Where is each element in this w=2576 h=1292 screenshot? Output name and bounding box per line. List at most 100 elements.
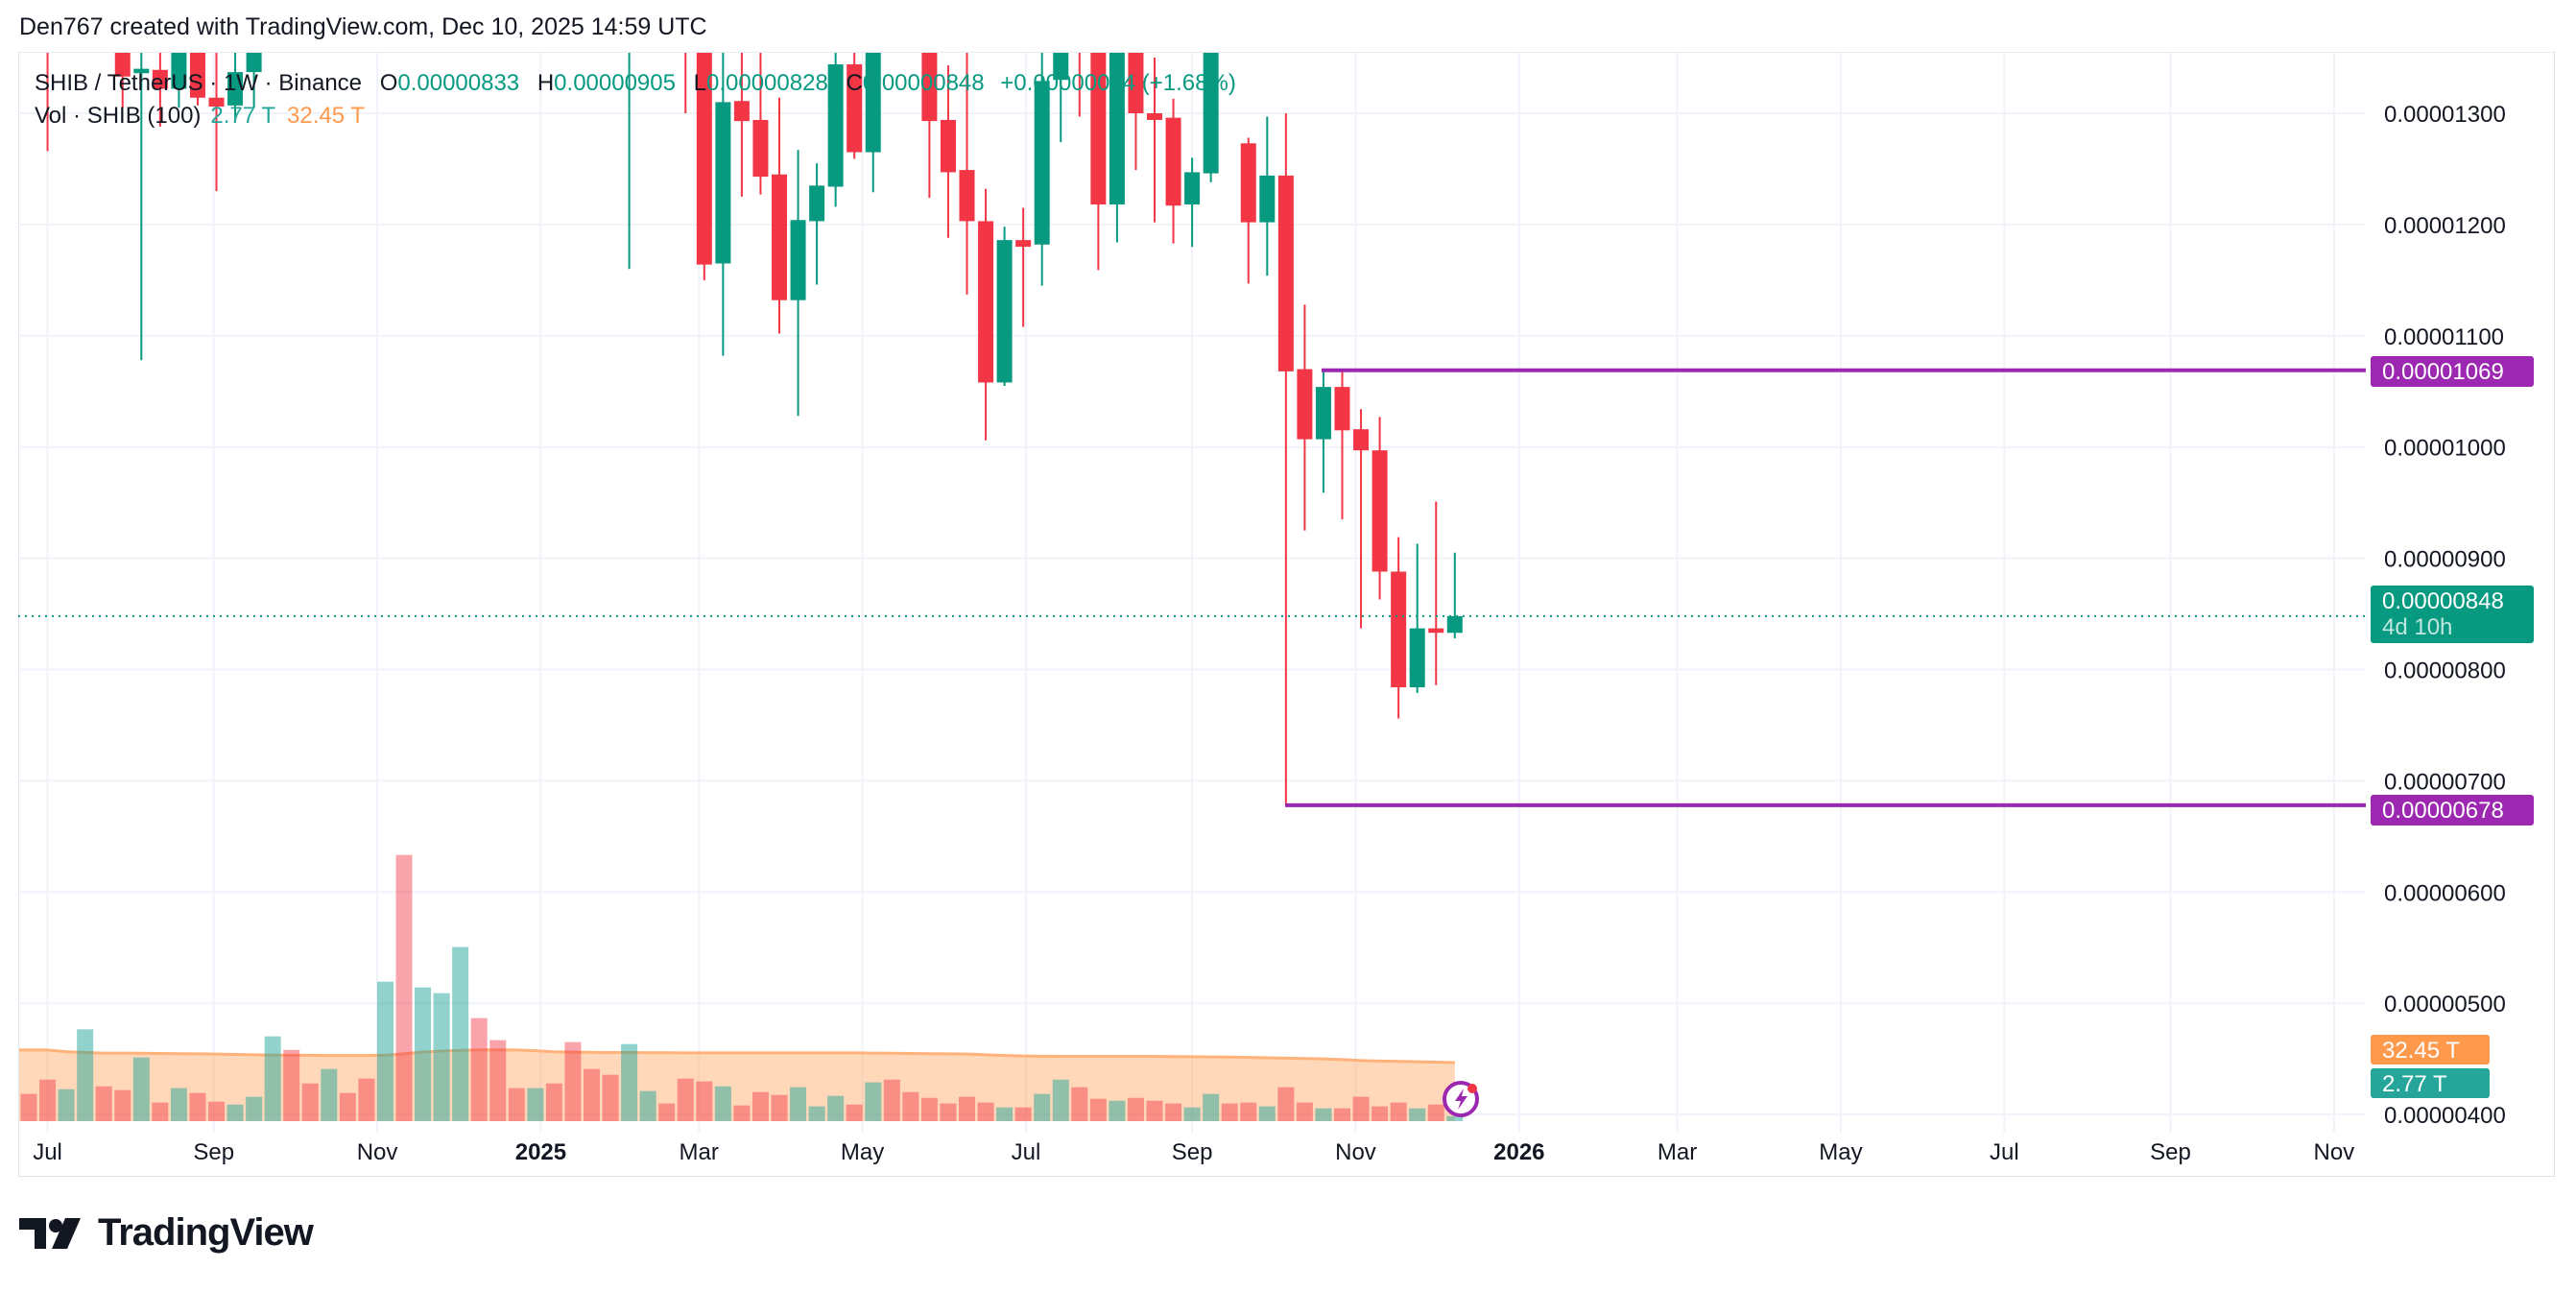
candle-body [1240,143,1256,223]
volume-bar [415,987,432,1121]
volume-bar [1183,1107,1201,1121]
candle-body [1053,53,1069,81]
volume-bar [1127,1097,1144,1121]
volume-bar [677,1078,694,1121]
volume-bar [339,1092,356,1121]
volume-bar [1240,1102,1257,1121]
candle-body [1109,53,1125,205]
lightning-icon[interactable] [1443,1081,1479,1117]
last-price: 0.00000848 [2382,588,2504,614]
candles [46,53,1463,805]
volume-bar [208,1101,225,1121]
candle-body [171,53,187,89]
price-axis-label: 0.00001200 [2384,213,2506,239]
candle-body [1371,450,1388,572]
volume-bar [564,1041,582,1121]
volume-bar [658,1103,676,1121]
legend-volume-row: Vol · SHIB (100) 2.77 T 32.45 T [35,100,1236,132]
open-value: 0.00000833 [397,70,520,96]
volume-bar [1315,1108,1332,1121]
volume-bar [189,1092,206,1121]
volume-bar [602,1074,619,1121]
candle-body [1409,628,1425,688]
candle-body [1277,175,1294,371]
candle-body [133,68,150,74]
volume-ma-tag: 32.45 T [2371,1035,2490,1065]
volume-bar [1334,1108,1350,1121]
symbol-title[interactable]: SHIB / TetherUS · 1W · Binance [35,70,363,96]
volume-bar [1014,1107,1032,1121]
time-axis-label: Mar [1658,1139,1697,1165]
close-label: C [846,70,863,96]
low-value: 0.00000828 [706,70,828,96]
price-axis-label: 0.00001300 [2384,102,2506,128]
volume-bar [470,1017,488,1121]
price-axis-label: 0.00001000 [2384,436,2506,462]
candle-body [921,53,938,122]
legend: SHIB / TetherUS · 1W · Binance O0.000008… [35,67,1236,132]
candle-body [996,240,1013,383]
candle-body [1165,117,1181,206]
volume-ma-line [19,1048,1455,1065]
volume-bar [1221,1103,1238,1121]
price-axis-label: 0.00000900 [2384,547,2506,573]
candle-body [1259,175,1276,223]
volume-bar [940,1103,957,1121]
candle-body [189,53,205,98]
volume-bar [1109,1100,1126,1121]
volume-bar [639,1090,656,1121]
candle-body [1015,240,1032,248]
volume-bar [264,1036,281,1121]
volume-title[interactable]: Vol · SHIB (100) [35,103,202,129]
candle-body [752,119,769,178]
candle-body [1034,81,1050,245]
volume-bar [1352,1096,1370,1121]
volume-bar [1165,1103,1182,1121]
volume-bar [39,1079,57,1121]
candle-body [772,174,787,300]
price-axis-label: 0.00000700 [2384,769,2506,795]
volume-bar [1258,1106,1276,1121]
volume-value: 2.77 T [210,103,276,129]
high-value: 0.00000905 [554,70,676,96]
volume-bar [132,1057,150,1121]
high-label: H [537,70,555,96]
resistance-price-tag: 0.00001069 [2371,356,2534,387]
volume-bar [1277,1087,1295,1121]
chart-credit: Den767 created with TradingView.com, Dec… [19,13,707,40]
time-axis-label: May [1819,1139,1862,1165]
candle-body [1297,369,1313,440]
volume-bar [696,1081,713,1121]
volume-bar [246,1096,263,1121]
volume-bar [395,854,413,1121]
price-axis-label: 0.00000500 [2384,992,2506,1017]
volume-bar [621,1043,638,1121]
volume-bar [1034,1093,1051,1121]
volume-bar [1071,1087,1088,1121]
tradingview-logo[interactable]: TradingView [19,1211,314,1255]
candle-body [978,221,994,383]
volume-bar [358,1078,375,1121]
volume-bar [959,1096,975,1121]
price-axis-label: 0.00001100 [2384,324,2504,350]
volume-bar [771,1094,788,1121]
horizontal-levels [18,368,2366,807]
volume-bar [376,981,394,1121]
time-axis-label: Jul [1012,1139,1041,1165]
candle-body [1353,429,1370,451]
volume-bar [1052,1079,1069,1121]
time-axis-label: 2025 [515,1139,566,1165]
time-axis-label: Nov [2314,1139,2355,1165]
volume-bar [1409,1108,1426,1121]
candle-body [1090,53,1107,205]
candle-body [1391,571,1407,688]
candle-body [1128,53,1144,113]
volume-bar [865,1082,882,1121]
time-axis-label: Jul [33,1139,62,1165]
price-axis-label: 0.00000800 [2384,658,2506,684]
volume-bar [902,1091,919,1121]
volume-bar [321,1068,338,1121]
low-label: L [693,70,706,96]
volume-bar [527,1088,544,1121]
